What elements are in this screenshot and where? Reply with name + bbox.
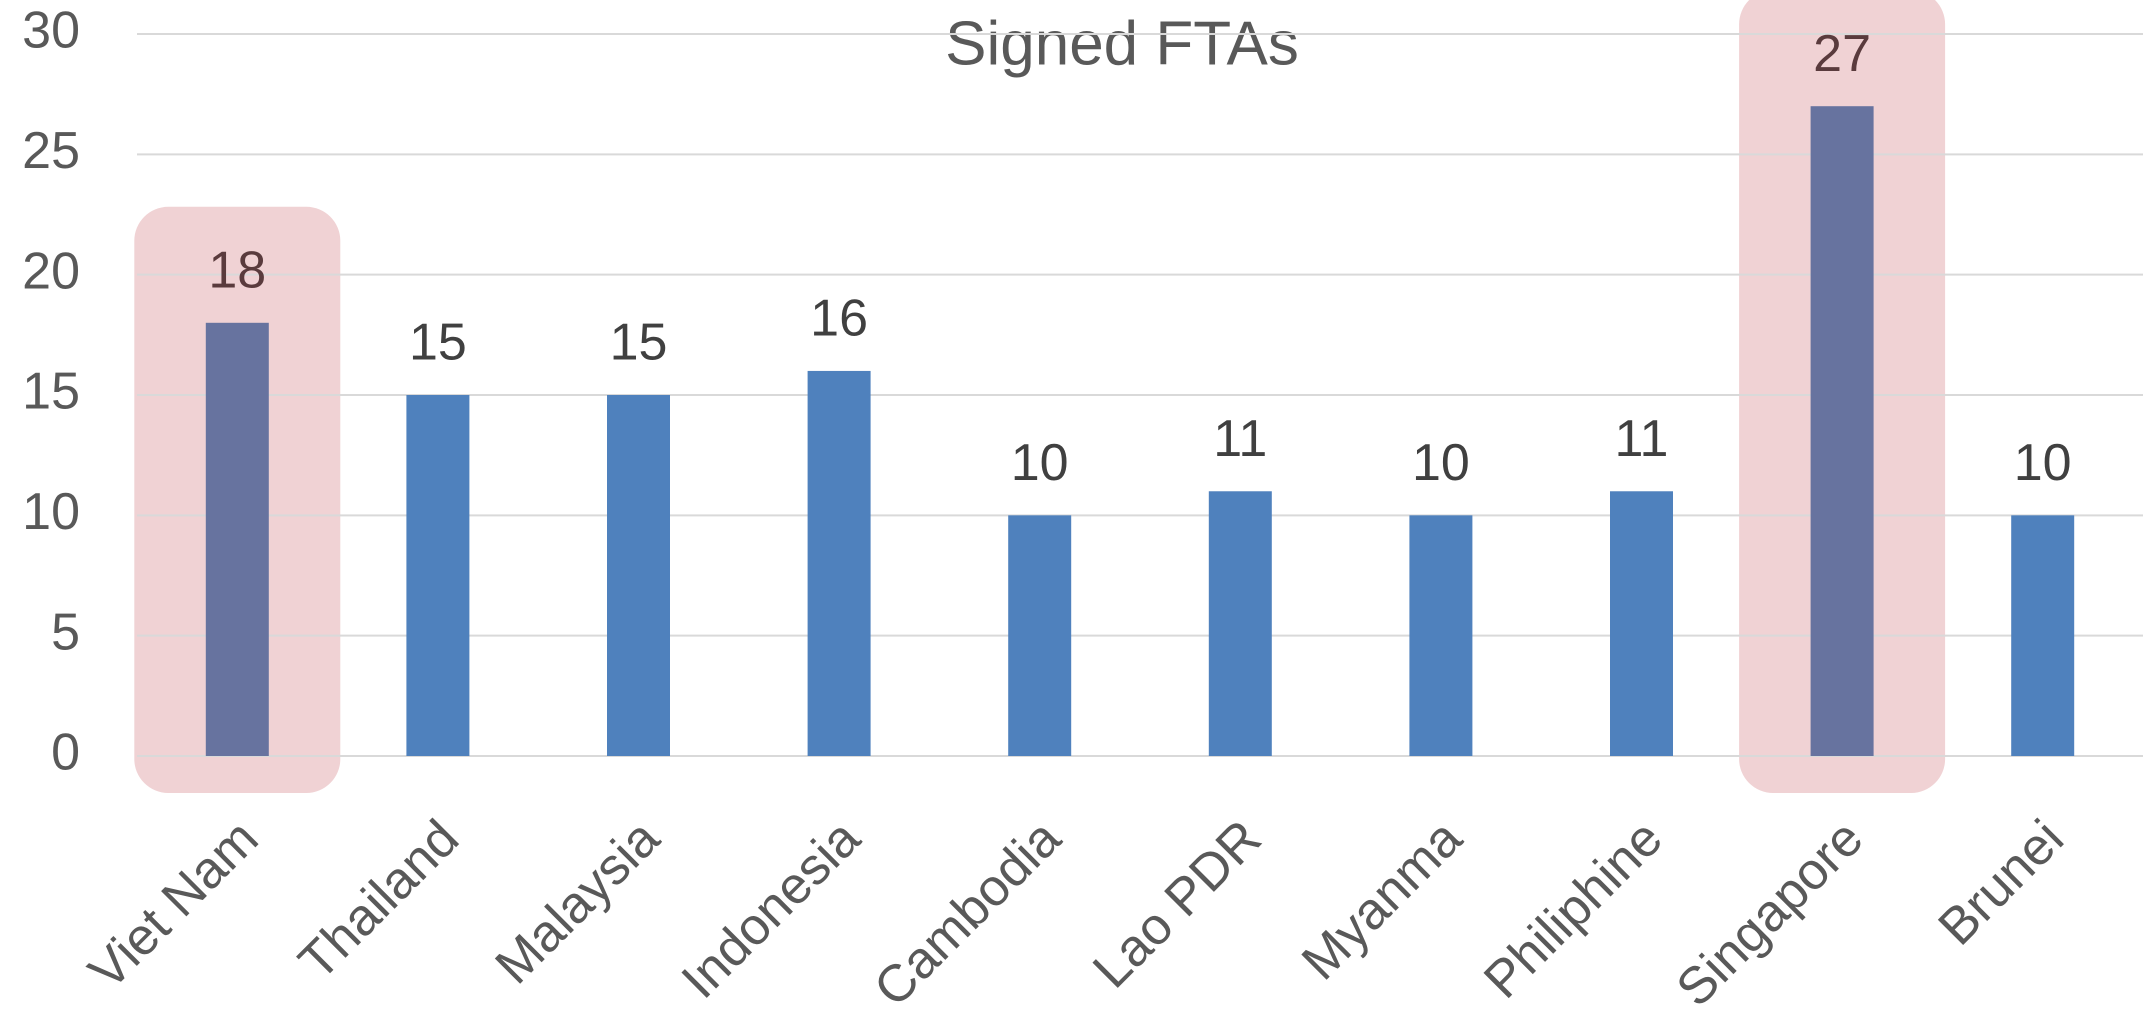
y-tick-label: 5: [51, 603, 80, 661]
bar: [205, 322, 269, 756]
x-tick-label: Brunei: [1928, 809, 2075, 956]
x-tick-label: Thailand: [288, 809, 470, 991]
bar: [1810, 106, 1874, 756]
data-label: 15: [409, 314, 467, 372]
x-tick-label: Indonesia: [671, 809, 872, 1010]
bar: [1208, 491, 1272, 756]
data-label: 27: [1813, 25, 1871, 83]
bar: [406, 395, 470, 756]
bar: [607, 395, 670, 756]
y-tick-label: 25: [22, 122, 80, 180]
bar: [1610, 491, 1673, 756]
data-label: 10: [1011, 434, 1069, 492]
bar: [2011, 515, 2075, 756]
y-tick-label: 15: [22, 363, 80, 421]
x-tick-label: Myanma: [1291, 809, 1473, 991]
bar: [807, 370, 871, 756]
y-tick-label: 20: [22, 242, 80, 300]
data-label: 11: [1213, 410, 1267, 468]
chart-title: Signed FTAs: [945, 9, 1299, 78]
x-tick-label: Malaysia: [485, 809, 671, 995]
x-tick-label: Cambodia: [863, 809, 1072, 1018]
bar: [1008, 515, 1072, 756]
data-label: 18: [208, 242, 266, 300]
x-tick-label: Philiphine: [1473, 809, 1673, 1009]
y-tick-label: 0: [51, 724, 80, 782]
y-tick-label: 10: [22, 483, 80, 541]
data-label: 15: [610, 314, 668, 372]
grid: [137, 33, 2143, 757]
x-tick-label: Lao PDR: [1082, 809, 1272, 999]
data-label: 16: [810, 290, 868, 348]
x-tick-label: Viet Nam: [78, 809, 270, 1001]
data-label: 10: [1412, 434, 1470, 492]
bar: [1409, 515, 1473, 756]
data-label: 10: [2014, 434, 2072, 492]
y-tick-label: 30: [22, 2, 80, 60]
x-tick-label: Singapore: [1666, 809, 1875, 1018]
data-label: 11: [1615, 410, 1669, 468]
